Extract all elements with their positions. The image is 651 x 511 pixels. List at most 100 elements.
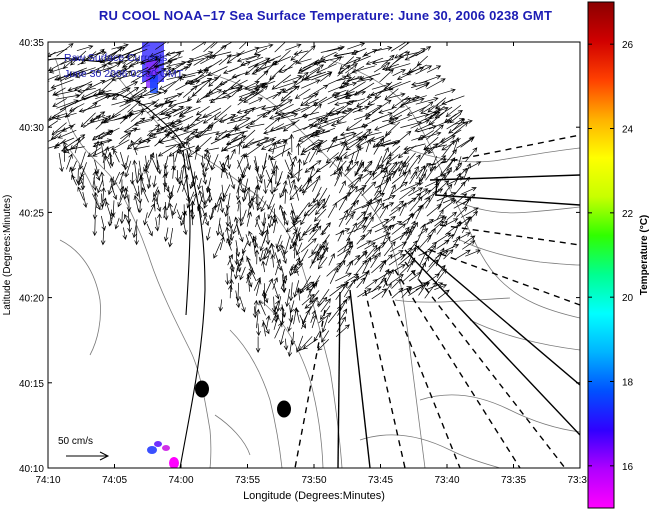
- current-vector: [82, 102, 98, 113]
- current-vector: [268, 154, 275, 171]
- current-vector: [356, 240, 372, 249]
- current-vector: [399, 286, 412, 293]
- current-vector: [194, 136, 212, 153]
- current-vector: [262, 319, 270, 335]
- current-vector: [327, 202, 337, 218]
- current-vector: [83, 90, 106, 101]
- current-vector: [443, 166, 452, 181]
- current-vector: [244, 186, 251, 200]
- current-vector: [138, 100, 157, 106]
- current-vector: [338, 295, 351, 309]
- current-vector: [434, 106, 449, 113]
- current-vector: [316, 63, 337, 74]
- current-vector: [418, 234, 432, 250]
- current-vector: [355, 184, 367, 193]
- current-vector: [114, 217, 120, 230]
- current-vector: [307, 203, 321, 217]
- current-vector: [193, 55, 210, 66]
- current-vector: [371, 59, 394, 65]
- current-vector: [401, 286, 413, 298]
- current-vector: [124, 187, 130, 204]
- current-vector: [411, 81, 428, 87]
- current-vector: [417, 228, 429, 237]
- current-vector: [195, 106, 210, 116]
- current-vector: [313, 186, 322, 204]
- current-vector: [390, 200, 405, 212]
- current-vector: [123, 128, 141, 134]
- current-vector: [346, 255, 361, 267]
- current-vector: [95, 115, 111, 130]
- current-vector: [253, 47, 268, 55]
- current-vector: [150, 154, 159, 173]
- current-vector: [330, 107, 353, 117]
- current-vector: [124, 48, 148, 59]
- current-vector: [402, 152, 416, 168]
- current-vector: [146, 223, 153, 237]
- current-vector: [80, 88, 101, 99]
- current-vector: [278, 204, 285, 220]
- current-vector: [355, 135, 368, 147]
- current-vector: [109, 177, 114, 193]
- current-vector: [309, 103, 322, 116]
- current-vector: [302, 93, 319, 100]
- current-vector: [373, 137, 385, 155]
- current-vector: [335, 282, 348, 301]
- current-vector: [335, 272, 352, 282]
- current-vector: [436, 180, 450, 193]
- current-vector: [48, 120, 59, 128]
- current-vector: [248, 97, 264, 105]
- current-vector: [446, 148, 457, 163]
- current-vector: [396, 72, 411, 80]
- current-vector: [165, 141, 187, 148]
- current-vector: [119, 70, 132, 80]
- current-vector: [389, 92, 406, 99]
- current-vector: [225, 208, 231, 227]
- current-vector: [111, 89, 128, 100]
- current-vector: [374, 184, 381, 196]
- current-vector: [107, 176, 115, 196]
- current-vector: [77, 167, 85, 186]
- current-vector: [325, 152, 340, 164]
- current-vector: [283, 59, 299, 73]
- current-vector: [245, 154, 251, 171]
- current-vector: [390, 116, 410, 125]
- current-vector: [454, 181, 466, 195]
- current-vector: [229, 263, 235, 284]
- current-vector: [206, 186, 213, 201]
- current-vector: [77, 83, 93, 98]
- current-vector: [406, 257, 416, 273]
- current-vector: [237, 46, 260, 56]
- current-vector: [157, 145, 177, 157]
- map-content: [48, 42, 580, 468]
- current-vector: [362, 49, 378, 58]
- current-vector: [339, 56, 355, 70]
- current-vector: [99, 140, 105, 155]
- current-vector: [289, 133, 294, 153]
- current-vector: [419, 218, 434, 229]
- current-vector: [175, 170, 180, 182]
- current-vector: [248, 230, 255, 245]
- current-vector: [446, 109, 463, 122]
- current-vector: [346, 76, 363, 82]
- current-vector: [370, 251, 381, 268]
- current-vector: [436, 239, 450, 249]
- current-vector: [446, 211, 458, 221]
- current-vector: [309, 290, 320, 304]
- current-vector: [236, 224, 244, 243]
- current-vector: [187, 147, 202, 158]
- current-vector: [371, 246, 381, 258]
- current-vector: [454, 249, 471, 260]
- current-vector: [356, 211, 366, 221]
- current-vector: [232, 220, 239, 235]
- current-vector: [261, 212, 266, 227]
- current-vector: [231, 85, 243, 97]
- current-vector: [388, 161, 398, 173]
- current-vector: [369, 88, 394, 97]
- current-vector: [245, 123, 265, 130]
- current-vector: [307, 283, 315, 298]
- current-vector: [69, 103, 85, 112]
- current-vector: [328, 56, 343, 67]
- current-vector: [208, 74, 222, 87]
- current-vector: [162, 205, 168, 219]
